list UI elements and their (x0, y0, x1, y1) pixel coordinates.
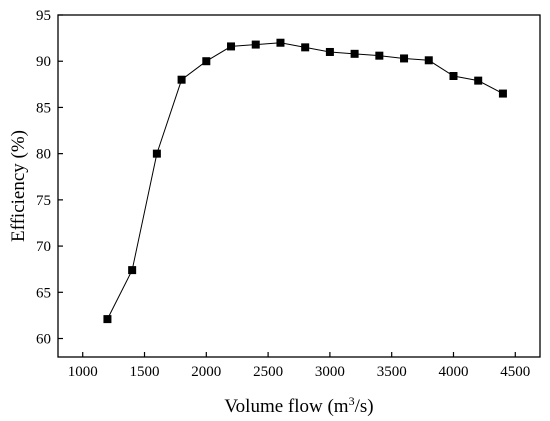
data-point-4000 (449, 72, 458, 81)
ticks-layer: 1000 1500 2000 2500 3000 3500 4000 4500 60 65 70 75… (36, 8, 530, 380)
data-point-2800 (301, 43, 310, 52)
x-axis-title: Volume flow (m3/s) (224, 394, 373, 417)
y-tick-label-90: 90 (36, 54, 51, 70)
data-point-2200 (227, 42, 236, 51)
data-point-4200 (474, 76, 483, 85)
x-tick-label-2500: 2500 (253, 364, 283, 380)
y-tick-label-95: 95 (36, 8, 51, 24)
data-point-4400 (498, 89, 507, 98)
x-tick-label-1500: 1500 (130, 364, 160, 380)
x-tick-label-4500: 4500 (500, 364, 530, 380)
plot-frame (57, 14, 541, 358)
data-point-1400 (128, 266, 137, 275)
data-point-1600 (152, 149, 161, 158)
y-tick-label-85: 85 (36, 100, 51, 116)
x-tick-label-2000: 2000 (191, 364, 221, 380)
y-tick-label-60: 60 (36, 332, 51, 348)
x-tick-label-3000: 3000 (315, 364, 345, 380)
data-point-3000 (325, 47, 334, 56)
data-point-3200 (350, 49, 359, 58)
y-axis-title: Efficiency (%) (8, 130, 29, 242)
data-point-1200 (103, 315, 112, 324)
points-layer (103, 38, 507, 324)
data-point-3400 (375, 51, 384, 60)
y-tick-label-80: 80 (36, 147, 51, 163)
x-tick-label-4000: 4000 (438, 364, 468, 380)
series-line-0 (106, 42, 504, 320)
data-point-3600 (400, 54, 409, 63)
x-tick-label-1000: 1000 (68, 364, 98, 380)
y-tick-label-65: 65 (36, 285, 51, 301)
data-point-1800 (177, 75, 186, 84)
data-point-3800 (424, 56, 433, 65)
x-tick-label-3500: 3500 (377, 364, 407, 380)
series-layer (106, 42, 504, 320)
data-point-2400 (251, 40, 260, 49)
data-point-2600 (276, 38, 285, 47)
y-tick-label-70: 70 (36, 239, 51, 255)
y-tick-label-75: 75 (36, 193, 51, 209)
data-point-2000 (202, 57, 211, 66)
